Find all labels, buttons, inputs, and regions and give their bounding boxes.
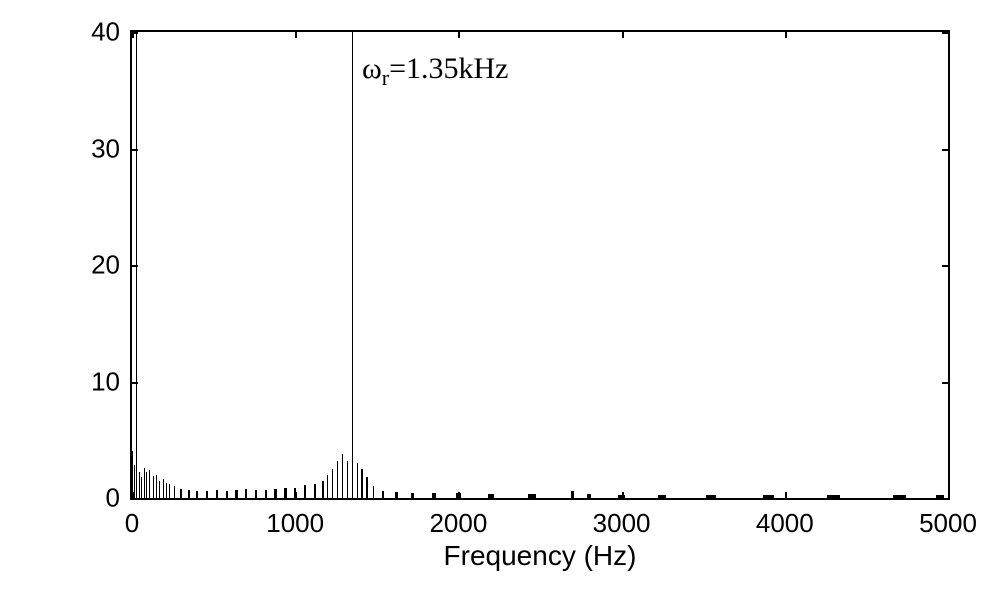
spectrum-bar xyxy=(827,495,840,498)
spectrum-bar xyxy=(587,494,592,498)
spectrum-bar xyxy=(144,468,145,498)
x-tick-label: 2000 xyxy=(429,508,487,539)
spectrum-bar xyxy=(265,490,267,498)
spectrum-bar xyxy=(342,454,343,498)
spectrum-bar xyxy=(216,490,218,498)
spectrum-bar xyxy=(139,472,140,498)
x-tick-mark xyxy=(295,32,297,38)
x-tick-mark xyxy=(948,492,950,498)
y-tick-mark xyxy=(942,382,948,384)
y-tick-mark xyxy=(132,498,138,500)
x-axis-label: Frequency (Hz) xyxy=(130,540,950,572)
spectrum-bar xyxy=(156,475,157,498)
plot-area: ωr=1.35kHz xyxy=(130,30,950,500)
spectrum-bar xyxy=(337,461,338,498)
spectrum-bar xyxy=(274,489,276,498)
spectrum-bar xyxy=(332,469,333,498)
spectrum-bar xyxy=(294,488,296,498)
spectrum-bar xyxy=(153,476,154,498)
spectrum-bar xyxy=(618,495,625,498)
spectrum-bar xyxy=(936,495,944,498)
spectrum-bar xyxy=(366,477,367,498)
spectrum-bar xyxy=(395,492,398,498)
spectrum-bar xyxy=(196,491,198,498)
x-tick-label: 4000 xyxy=(756,508,814,539)
spectrum-chart: Mag (% of Fundamental) Frequency (Hz) ωr… xyxy=(0,0,1000,600)
spectrum-bar xyxy=(180,489,182,498)
spectrum-bar xyxy=(134,465,135,498)
spectrum-bar xyxy=(456,493,461,498)
spectrum-bar xyxy=(432,493,436,498)
spectrum-bar xyxy=(245,489,247,498)
spectrum-bar xyxy=(146,472,147,498)
spectrum-bar xyxy=(159,481,160,498)
x-tick-mark xyxy=(948,32,950,38)
spectrum-bar xyxy=(327,475,328,498)
spectrum-bar xyxy=(163,479,164,498)
y-tick-label: 10 xyxy=(60,366,120,397)
x-tick-mark xyxy=(785,492,787,498)
x-tick-mark xyxy=(132,32,134,38)
spectrum-bar xyxy=(528,494,536,498)
spectrum-bar xyxy=(763,495,774,498)
spectrum-bar xyxy=(304,485,306,498)
spectrum-bar xyxy=(361,469,362,498)
x-tick-label: 1000 xyxy=(266,508,324,539)
spectrum-bar xyxy=(357,463,358,498)
spectrum-bar xyxy=(235,490,237,498)
y-tick-mark xyxy=(942,498,948,500)
spectrum-bar xyxy=(352,32,353,498)
spectrum-bar xyxy=(658,495,666,498)
y-tick-label: 20 xyxy=(60,250,120,281)
x-tick-mark xyxy=(785,32,787,38)
spectrum-bar xyxy=(347,461,348,498)
spectrum-bar xyxy=(314,484,316,498)
spectrum-bar xyxy=(141,477,142,498)
spectrum-bar xyxy=(893,495,906,498)
resonance-annotation: ωr=1.35kHz xyxy=(362,52,508,91)
y-tick-mark xyxy=(942,265,948,267)
spectrum-bar xyxy=(166,483,167,498)
x-tick-mark xyxy=(622,32,624,38)
spectrum-bar xyxy=(188,490,190,498)
spectrum-bar xyxy=(149,470,150,498)
spectrum-bar xyxy=(255,490,257,498)
y-tick-mark xyxy=(942,149,948,151)
spectrum-bar xyxy=(206,491,208,498)
y-tick-label: 40 xyxy=(60,17,120,48)
x-tick-mark xyxy=(458,32,460,38)
spectrum-bar xyxy=(382,491,384,498)
x-tick-label: 0 xyxy=(125,508,139,539)
x-tick-label: 3000 xyxy=(593,508,651,539)
y-tick-label: 30 xyxy=(60,133,120,164)
y-tick-label: 0 xyxy=(60,483,120,514)
spectrum-bar xyxy=(488,494,495,498)
spectrum-bar xyxy=(373,486,375,498)
spectrum-bar xyxy=(322,481,324,498)
spectrum-bar xyxy=(571,491,574,498)
spectrum-bar xyxy=(411,493,414,498)
spectrum-bar xyxy=(706,495,716,498)
spectrum-bar xyxy=(169,484,170,498)
x-tick-label: 5000 xyxy=(919,508,977,539)
spectrum-bar xyxy=(136,32,137,498)
spectrum-bar xyxy=(226,491,228,498)
spectrum-bar xyxy=(174,486,175,498)
spectrum-bar xyxy=(284,488,286,498)
